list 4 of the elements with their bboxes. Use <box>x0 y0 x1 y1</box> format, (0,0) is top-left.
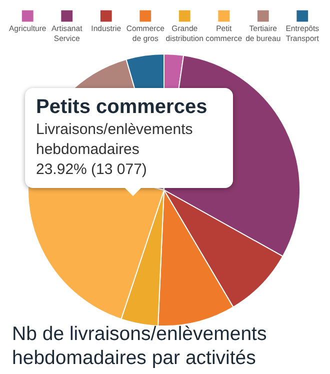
text: Livraisons/enlèvements hebdomadaires <box>36 120 194 160</box>
text: 23.92% (13 077) <box>36 160 148 180</box>
text: Nb de livraisons/enlèvements hebdomadaires par activités <box>12 322 268 370</box>
text: Petits commerces <box>36 95 208 120</box>
